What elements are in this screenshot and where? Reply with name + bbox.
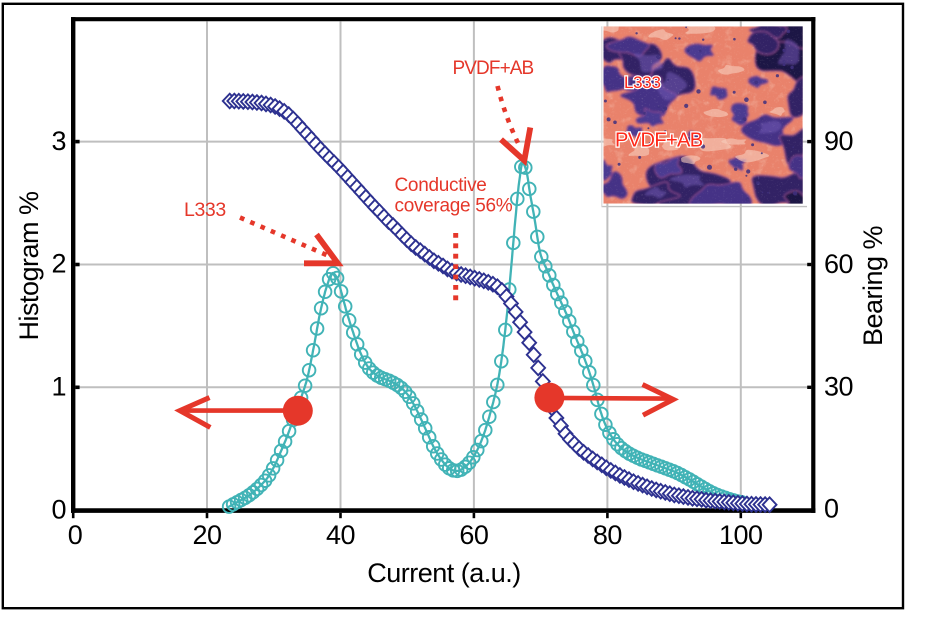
svg-text:100: 100 — [719, 520, 763, 550]
svg-text:30: 30 — [824, 372, 853, 402]
svg-text:0: 0 — [51, 494, 66, 524]
svg-text:20: 20 — [192, 520, 221, 550]
svg-text:L333: L333 — [624, 73, 661, 92]
svg-text:L333: L333 — [184, 199, 226, 221]
svg-text:80: 80 — [593, 520, 622, 550]
svg-text:Histogram %: Histogram % — [14, 191, 44, 341]
svg-text:2: 2 — [51, 249, 66, 279]
svg-text:Bearing %: Bearing % — [858, 225, 888, 346]
svg-text:1: 1 — [51, 372, 66, 402]
svg-text:90: 90 — [824, 126, 853, 156]
svg-text:60: 60 — [459, 520, 488, 550]
svg-text:60: 60 — [824, 249, 853, 279]
svg-text:3: 3 — [51, 126, 66, 156]
svg-text:PVDF+AB: PVDF+AB — [453, 58, 534, 79]
svg-text:Conductive: Conductive — [395, 175, 487, 196]
svg-text:coverage 56%: coverage 56% — [395, 196, 513, 217]
svg-text:0: 0 — [824, 493, 839, 523]
svg-text:0: 0 — [68, 520, 83, 550]
svg-text:PVDF+AB: PVDF+AB — [615, 130, 703, 152]
svg-text:40: 40 — [326, 520, 355, 550]
svg-text:Current (a.u.): Current (a.u.) — [367, 558, 521, 588]
